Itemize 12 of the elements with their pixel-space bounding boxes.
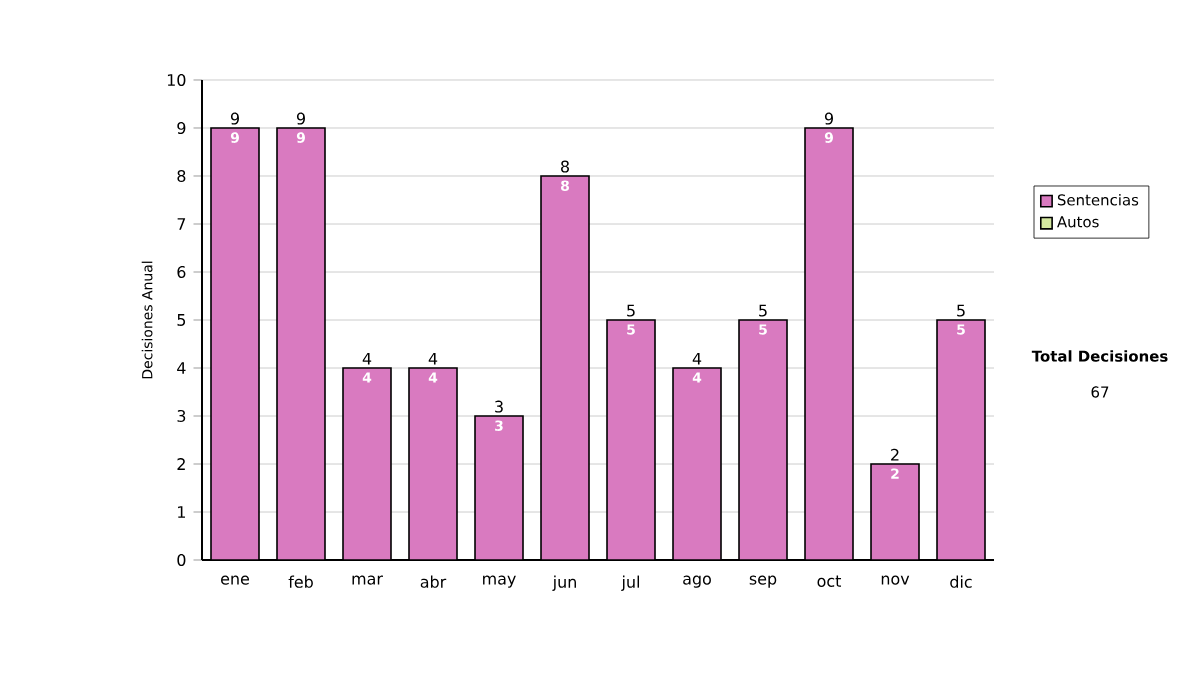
bar (342, 367, 392, 560)
bar (210, 127, 260, 560)
bar (672, 367, 722, 560)
bar (870, 463, 920, 560)
bar (408, 367, 458, 560)
bar (606, 319, 656, 560)
bar (474, 415, 524, 560)
bar (540, 175, 590, 560)
bar (936, 319, 986, 560)
bar (738, 319, 788, 560)
bar (804, 127, 854, 560)
bar (276, 127, 326, 560)
